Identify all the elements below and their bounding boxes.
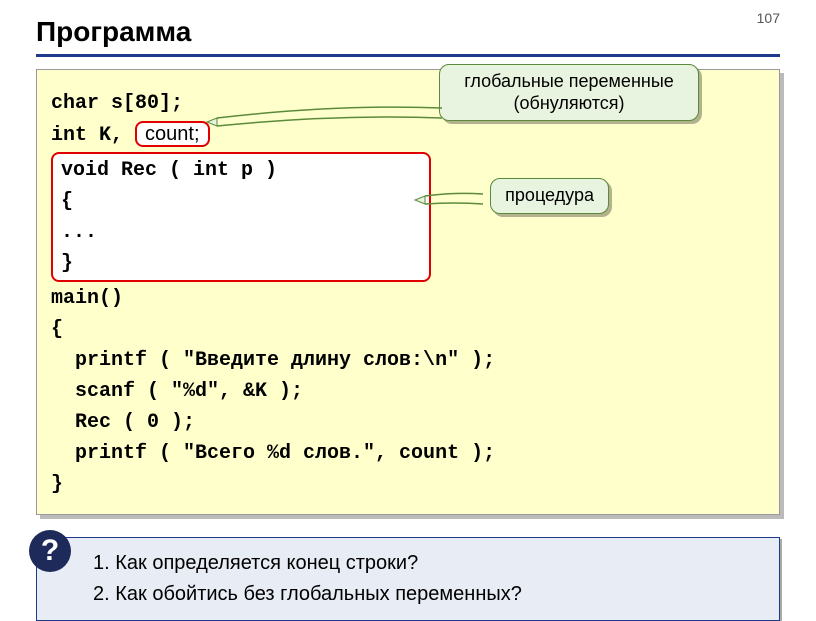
callout-globals: глобальные переменные (обнуляются) bbox=[439, 64, 699, 121]
question-line: 2. Как обойтись без глобальных переменны… bbox=[93, 579, 763, 610]
callout-pointer-icon bbox=[217, 108, 457, 148]
callout-text: (обнуляются) bbox=[454, 93, 684, 115]
callout-text: процедура bbox=[505, 185, 594, 205]
code-line: void Rec ( int p ) bbox=[61, 155, 421, 186]
title-underline bbox=[36, 54, 780, 57]
code-line: printf ( "Всего %d слов.", count ); bbox=[51, 438, 765, 469]
count-highlight: count; bbox=[135, 121, 209, 147]
question-badge-icon: ? bbox=[29, 530, 71, 572]
code-line: scanf ( "%d", &K ); bbox=[51, 376, 765, 407]
code-block: char s[80]; int K, count; void Rec ( int… bbox=[36, 69, 780, 515]
page-number: 107 bbox=[757, 10, 780, 26]
question-line: 1. Как определяется конец строки? bbox=[93, 548, 763, 579]
callout-text: глобальные переменные bbox=[454, 71, 684, 93]
code-line: { bbox=[51, 314, 765, 345]
code-line: { bbox=[61, 186, 421, 217]
code-line: main() bbox=[51, 283, 765, 314]
procedure-box: void Rec ( int p ) { ... } bbox=[51, 152, 431, 282]
code-line: ... bbox=[61, 217, 421, 248]
code-line: Rec ( 0 ); bbox=[51, 407, 765, 438]
code-line: printf ( "Введите длину слов:\n" ); bbox=[51, 345, 765, 376]
callout-pointer-icon bbox=[425, 190, 495, 220]
code-line: } bbox=[51, 469, 765, 500]
page-title: Программа bbox=[36, 16, 780, 48]
code-line: } bbox=[61, 248, 421, 279]
question-box: ? 1. Как определяется конец строки? 2. К… bbox=[36, 537, 780, 621]
callout-procedure: процедура bbox=[490, 178, 609, 214]
